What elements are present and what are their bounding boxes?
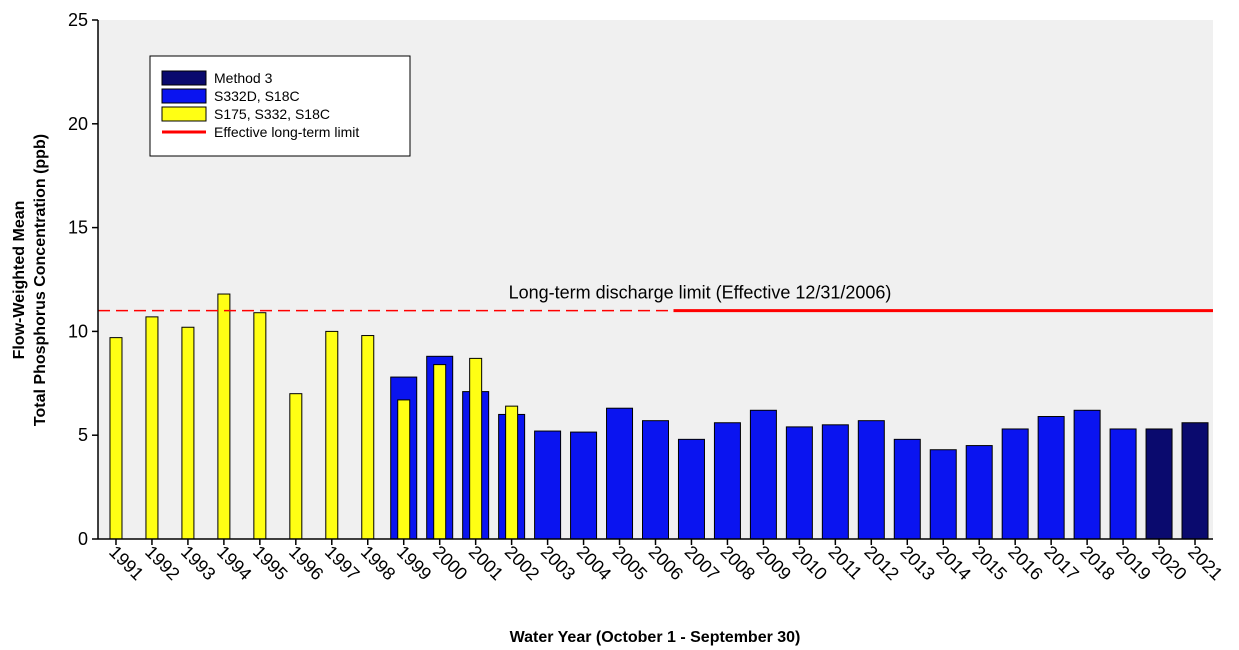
bar [606, 407, 634, 540]
y-tick-label: 0 [78, 529, 88, 549]
x-tick-label: 1994 [213, 542, 255, 584]
legend-swatch [161, 106, 207, 122]
bar [965, 445, 993, 540]
bar [217, 293, 231, 540]
bar [749, 409, 777, 540]
bar [1109, 428, 1137, 540]
y-axis-label: Total Phosphorus Concentration (ppb) [32, 134, 49, 426]
bar [253, 312, 267, 540]
bar [642, 420, 669, 540]
x-axis-label: Water Year (October 1 - September 30) [510, 629, 801, 646]
y-tick-label: 15 [68, 218, 88, 238]
x-tick-label: 1992 [141, 542, 183, 584]
bar [361, 335, 375, 540]
legend-label: S175, S332, S18C [214, 106, 330, 122]
bar [570, 431, 598, 540]
bar [534, 430, 562, 540]
y-tick-label: 20 [68, 114, 88, 134]
x-tick-label: 2014 [932, 542, 974, 584]
x-tick-label: 2018 [1076, 542, 1118, 584]
bar [181, 326, 195, 540]
bar [713, 422, 741, 540]
bar [929, 449, 957, 540]
legend-label: Effective long-term limit [214, 124, 359, 140]
x-tick-label: 1998 [357, 542, 399, 584]
annotation: Long-term discharge limit (Effective 12/… [509, 283, 892, 303]
x-tick-label: 2012 [860, 542, 902, 584]
bar [469, 357, 483, 540]
x-tick-label: 1997 [321, 542, 363, 584]
bar [1001, 428, 1029, 540]
bar [1145, 428, 1173, 540]
x-tick-label: 2021 [1184, 542, 1226, 584]
x-tick-label: 2005 [609, 542, 651, 584]
bar [677, 438, 705, 540]
bar [1037, 416, 1065, 540]
x-tick-label: 2017 [1040, 542, 1082, 584]
legend-swatch [161, 70, 207, 86]
legend-label: Method 3 [214, 70, 273, 86]
x-tick-label: 2006 [645, 542, 687, 584]
x-tick-label: 1991 [105, 542, 147, 584]
x-tick-label: 1995 [249, 542, 291, 584]
x-tick-label: 2008 [717, 542, 759, 584]
bar [109, 337, 123, 540]
bar [1181, 422, 1209, 540]
bar [821, 424, 849, 540]
y-tick-label: 10 [68, 321, 88, 341]
bar [505, 405, 519, 540]
x-tick-label: 2011 [825, 542, 867, 584]
y-tick-label: 25 [68, 10, 88, 30]
bar [433, 364, 447, 540]
x-tick-label: 2007 [681, 542, 723, 584]
y-tick-label: 5 [78, 425, 88, 445]
x-tick-label: 2019 [1112, 542, 1154, 584]
bar [893, 438, 921, 540]
x-tick-label: 2003 [537, 542, 579, 584]
y-axis-label: Flow-Weighted Mean [11, 201, 28, 360]
x-tick-label: 2002 [501, 542, 543, 584]
x-tick-label: 2010 [789, 542, 831, 584]
bar [1073, 409, 1101, 540]
x-tick-label: 2013 [896, 542, 938, 584]
bar [397, 399, 411, 540]
x-tick-label: 2004 [573, 542, 615, 584]
x-tick-label: 2020 [1148, 542, 1190, 584]
legend-label: S332D, S18C [214, 88, 300, 104]
bar [785, 426, 813, 540]
x-tick-label: 2015 [968, 542, 1010, 584]
x-tick-label: 1999 [393, 542, 435, 584]
x-tick-label: 2009 [753, 542, 795, 584]
bar [145, 316, 159, 540]
x-tick-label: 2001 [465, 542, 507, 584]
x-tick-label: 1993 [177, 542, 219, 584]
x-tick-label: 1996 [285, 542, 327, 584]
bar [289, 393, 303, 540]
bar [325, 330, 339, 540]
x-tick-label: 2000 [429, 542, 471, 584]
bar [857, 420, 885, 540]
legend-swatch [161, 88, 207, 104]
x-tick-label: 2016 [1004, 542, 1046, 584]
